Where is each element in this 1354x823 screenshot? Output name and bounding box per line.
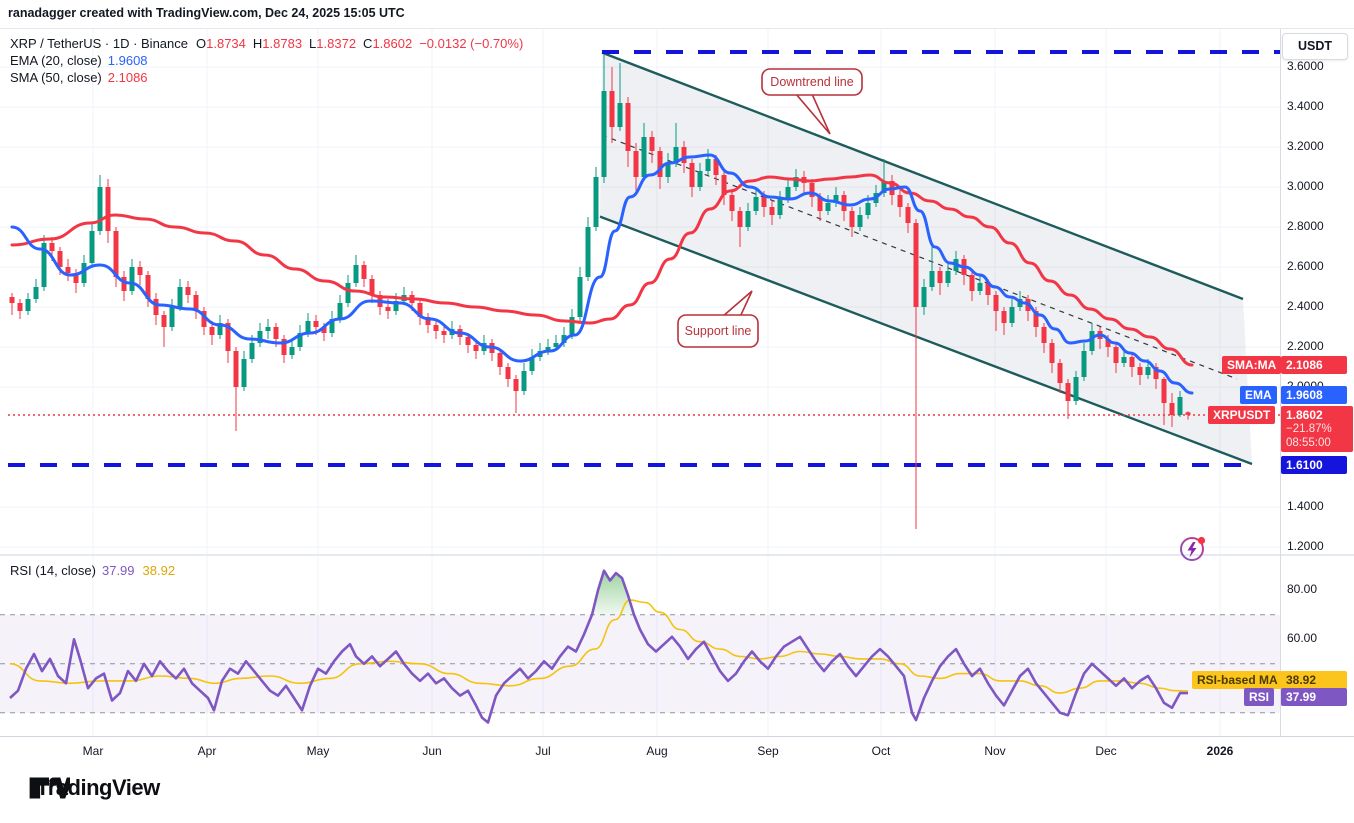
sma-legend-row[interactable]: SMA (50, close) 2.1086: [10, 69, 530, 86]
flash-icon-circle: [1180, 537, 1204, 561]
channel-midline: [601, 134, 1238, 380]
candles-series: [9, 55, 1191, 529]
currency-toggle-button[interactable]: USDT: [1282, 33, 1348, 60]
time-axis-label: Mar: [82, 744, 104, 758]
ohlc-value: 1.8602: [372, 36, 413, 51]
symbol-price-label: XRPUSDT: [1208, 405, 1276, 424]
sma-label: SMA (50, close): [10, 70, 102, 85]
chart-legend: XRP / TetherUS · 1D · Binance O1.8734 H1.…: [10, 35, 530, 86]
channel-fill: [600, 52, 1252, 464]
callout-tail: [719, 290, 753, 318]
symbol-title: XRP / TetherUS · 1D · Binance: [10, 36, 188, 51]
time-axis-label: Oct: [871, 744, 891, 758]
time-axis-label: Nov: [984, 744, 1006, 758]
price-axis-label: 2.2000: [1287, 339, 1324, 353]
price-axis-label: 1.2000: [1287, 539, 1324, 553]
price-axis-label: 2.6000: [1287, 259, 1324, 273]
lightning-bolt-icon: [1187, 542, 1197, 558]
rsi-value: 37.99: [101, 563, 135, 578]
time-axis-label: Jul: [535, 744, 551, 758]
callout-box: [761, 68, 863, 96]
ema-value: 1.9608: [107, 53, 148, 68]
ema-label: EMA (20, close): [10, 53, 102, 68]
price-pane-canvas[interactable]: Downtrend line Support line: [0, 29, 1280, 556]
time-axis-label: Aug: [646, 744, 668, 758]
time-axis-label: Apr: [197, 744, 217, 758]
symbol-legend-row[interactable]: XRP / TetherUS · 1D · Binance O1.8734 H1.…: [10, 35, 530, 52]
rsi-label-badge: RSI: [1244, 688, 1275, 707]
last-price-badge-line: 08:55:00: [1286, 436, 1331, 449]
price-axis-label: 2.4000: [1287, 299, 1324, 313]
rsi-axis-label: 60.00: [1287, 631, 1318, 646]
ema-price-label: EMA: [1240, 385, 1277, 404]
downtrend-callout[interactable]: Downtrend line: [761, 68, 863, 135]
rsi-line: [9, 569, 1188, 724]
rsi-legend-row[interactable]: RSI (14, close) 37.99 38.92: [10, 562, 175, 579]
downtrend-line: [601, 51, 1244, 301]
price-axis-label: 3.0000: [1287, 179, 1324, 193]
downtrend-channel-drawing[interactable]: [599, 51, 1253, 466]
ohlc-key: L: [309, 36, 317, 51]
notification-dot: [1197, 536, 1206, 545]
support-callout[interactable]: Support line: [677, 290, 759, 348]
price-gridlines: [0, 29, 1280, 556]
rsi-ma-label-badge: RSI-based MA: [1192, 670, 1283, 689]
ohlc-key: H: [252, 36, 263, 51]
attribution-text: ranadagger created with TradingView.com,…: [8, 6, 405, 20]
time-axis-label: May: [306, 744, 330, 758]
callout-text: Downtrend line: [770, 75, 853, 89]
callout-text: Support line: [685, 324, 752, 338]
sma-50-line: [10, 173, 1194, 367]
rsi-ma-line: [9, 599, 1189, 694]
price-axis-border: [1280, 29, 1281, 767]
price-axis-label: 3.2000: [1287, 139, 1324, 153]
pane-separator[interactable]: [0, 554, 1354, 556]
ohlc-values: O1.8734 H1.8783 L1.8372 C1.8602: [196, 36, 419, 51]
rsi-overbought-fill: [592, 570, 634, 615]
ohlc-value: 1.8372: [316, 36, 357, 51]
ohlc-value: 1.8734: [206, 36, 246, 51]
rsi-ma-value-badge: 38.92: [1281, 670, 1347, 689]
time-axis[interactable]: Mar Apr May Jun Jul Aug Sep Oct Nov Dec 2026: [0, 736, 1354, 768]
sma-value: 2.1086: [107, 70, 148, 85]
price-axis-label: 3.6000: [1287, 59, 1324, 73]
last-price-badge-line: 1.8602: [1286, 407, 1323, 422]
support-line: [599, 215, 1253, 466]
rsi-label: RSI (14, close): [10, 563, 96, 578]
rsi-ma-value: 38.92: [142, 563, 176, 578]
flash-publish-icon[interactable]: [1176, 531, 1210, 565]
time-axis-label: Dec: [1095, 744, 1117, 758]
price-axis-label: 3.4000: [1287, 99, 1324, 113]
rsi-legend: RSI (14, close) 37.99 38.92: [10, 562, 175, 579]
rsi-pane-canvas[interactable]: [0, 556, 1280, 736]
last-price-badge-line: −21.87%: [1286, 422, 1332, 435]
sma-price-label: SMA:MA: [1222, 356, 1282, 375]
time-axis-label: Sep: [757, 744, 779, 758]
price-axis-label: 1.4000: [1287, 499, 1324, 513]
rsi-value-badge: 37.99: [1281, 688, 1347, 707]
ohlc-key: C: [363, 36, 373, 51]
time-axis-label: 2026: [1206, 744, 1234, 758]
rsi-axis-label: 80.00: [1287, 582, 1318, 597]
price-axis-label: 2.8000: [1287, 219, 1324, 233]
sma-price-badge: 2.1086: [1281, 356, 1347, 375]
time-axis-label: Jun: [422, 744, 442, 758]
ohlc-value: 1.8783: [262, 36, 303, 51]
ohlc-key: O: [196, 36, 207, 51]
last-price-badge: 1.8602 −21.87% 08:55:00: [1281, 405, 1353, 452]
callout-box: [677, 314, 759, 348]
tradingview-logo: TradingView: [28, 775, 160, 801]
chart-area: Downtrend line Support line XRP / TetherU…: [0, 28, 1354, 768]
ema-legend-row[interactable]: EMA (20, close) 1.9608: [10, 52, 530, 69]
footer: TradingView: [0, 766, 1354, 823]
ema-price-badge: 1.9608: [1281, 385, 1347, 404]
tradingview-logo-mark: [29, 777, 70, 799]
rsi-gridlines: [92, 556, 1221, 736]
change-value: −0.0132 (−0.70%): [419, 36, 524, 51]
ema-20-line: [10, 153, 1194, 395]
support-level-badge: 1.6100: [1281, 456, 1347, 474]
